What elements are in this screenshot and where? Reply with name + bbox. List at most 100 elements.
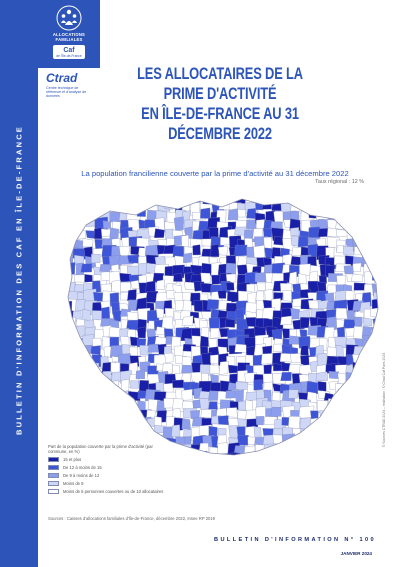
commune-area <box>74 401 87 412</box>
commune-area <box>328 371 340 379</box>
legend-item: De 9 à moins de 12 <box>48 472 168 478</box>
commune-area <box>345 409 357 418</box>
commune-area <box>353 346 368 355</box>
bulletin-number: BULLETIN D'INFORMATION N° 100 <box>214 537 376 543</box>
commune-area <box>76 219 85 229</box>
commune-area <box>371 362 378 373</box>
commune-area <box>299 263 311 276</box>
commune-area <box>217 290 227 299</box>
commune-area <box>361 452 373 455</box>
commune-area <box>326 202 336 216</box>
commune-area <box>161 316 174 330</box>
commune-area <box>317 418 333 433</box>
caf-badge: Caf de l'Île-de-France <box>53 45 85 59</box>
commune-area <box>373 199 378 210</box>
commune-area <box>127 426 141 441</box>
commune-area <box>351 273 364 282</box>
commune-area <box>362 199 377 204</box>
commune-area <box>352 418 362 432</box>
commune-area <box>68 355 77 367</box>
commune-area <box>68 428 74 443</box>
commune-area <box>91 372 105 382</box>
side-band-text: BULLETIN D'INFORMATION DES CAF EN ÎLE-DE… <box>14 124 24 436</box>
commune-area <box>218 361 229 375</box>
commune-area <box>225 407 238 418</box>
commune-area <box>282 446 292 455</box>
commune-area <box>315 436 326 446</box>
commune-area <box>363 237 377 248</box>
commune-area <box>344 427 353 441</box>
commune-area <box>83 246 93 258</box>
commune-area <box>318 275 327 284</box>
commune-area <box>145 280 156 293</box>
commune-area <box>127 199 142 207</box>
legend-label: Moins de 9 <box>63 480 84 486</box>
commune-area <box>155 279 165 291</box>
commune-area <box>253 426 262 438</box>
commune-area <box>334 400 349 412</box>
commune-area <box>125 199 141 215</box>
commune-area <box>73 345 85 362</box>
regional-rate: Taux régional : 12 % <box>315 179 364 185</box>
commune-area <box>290 227 300 237</box>
commune-area <box>102 256 111 266</box>
commune-area <box>101 228 111 237</box>
legend-item: Moins de 9 <box>48 480 168 486</box>
commune-area <box>235 381 249 390</box>
commune-area <box>345 327 355 337</box>
title-line-1: LES ALLOCATAIRES DE LA PRIME D'ACTIVITÉ <box>137 65 303 103</box>
region-outline <box>67 198 379 456</box>
commune-area <box>317 281 327 292</box>
commune-area <box>362 407 376 420</box>
commune-area <box>225 273 237 283</box>
family-emblem-icon <box>56 5 82 31</box>
commune-area <box>112 310 122 322</box>
commune-area <box>154 336 167 345</box>
legend-label: De 12 à moins de 15 <box>63 464 102 470</box>
commune-area <box>280 372 292 381</box>
commune-area <box>102 220 111 230</box>
commune-area <box>83 363 97 378</box>
commune-area <box>84 199 98 202</box>
commune-area <box>255 416 265 426</box>
commune-area <box>219 328 229 338</box>
commune-area <box>91 362 100 378</box>
commune-area <box>290 442 305 455</box>
commune-area <box>193 454 204 455</box>
commune-area <box>148 199 157 202</box>
commune-area <box>225 390 236 399</box>
commune-area <box>281 433 295 447</box>
commune-area <box>73 212 83 224</box>
commune-area <box>181 389 193 401</box>
commune-area <box>84 371 93 381</box>
ctrad-logo: Ctrad <box>46 71 78 85</box>
commune-area <box>128 408 138 423</box>
commune-area <box>370 211 378 223</box>
commune-area <box>288 416 301 429</box>
commune-area <box>334 419 349 429</box>
commune-area <box>355 227 365 243</box>
commune-area <box>352 199 362 206</box>
commune-area <box>72 415 85 426</box>
commune-area <box>362 201 375 214</box>
commune-area <box>372 228 378 244</box>
commune-area <box>363 226 375 240</box>
commune-area <box>85 230 95 239</box>
caf-word: Caf <box>63 46 75 54</box>
legend-swatch <box>48 464 59 470</box>
commune-area <box>201 352 212 367</box>
commune-area <box>82 381 95 392</box>
commune-area <box>134 424 145 436</box>
commune-area <box>181 199 195 206</box>
commune-area <box>135 369 146 380</box>
commune-area <box>100 199 114 205</box>
commune-area <box>305 428 316 441</box>
legend-swatch <box>48 488 59 494</box>
commune-area <box>363 382 377 397</box>
commune-area <box>333 432 348 444</box>
commune-area <box>297 452 308 455</box>
legend-swatch <box>48 480 59 486</box>
commune-area <box>246 219 257 230</box>
commune-area <box>328 199 338 204</box>
logo-line-2: FAMILIALES <box>55 37 83 42</box>
